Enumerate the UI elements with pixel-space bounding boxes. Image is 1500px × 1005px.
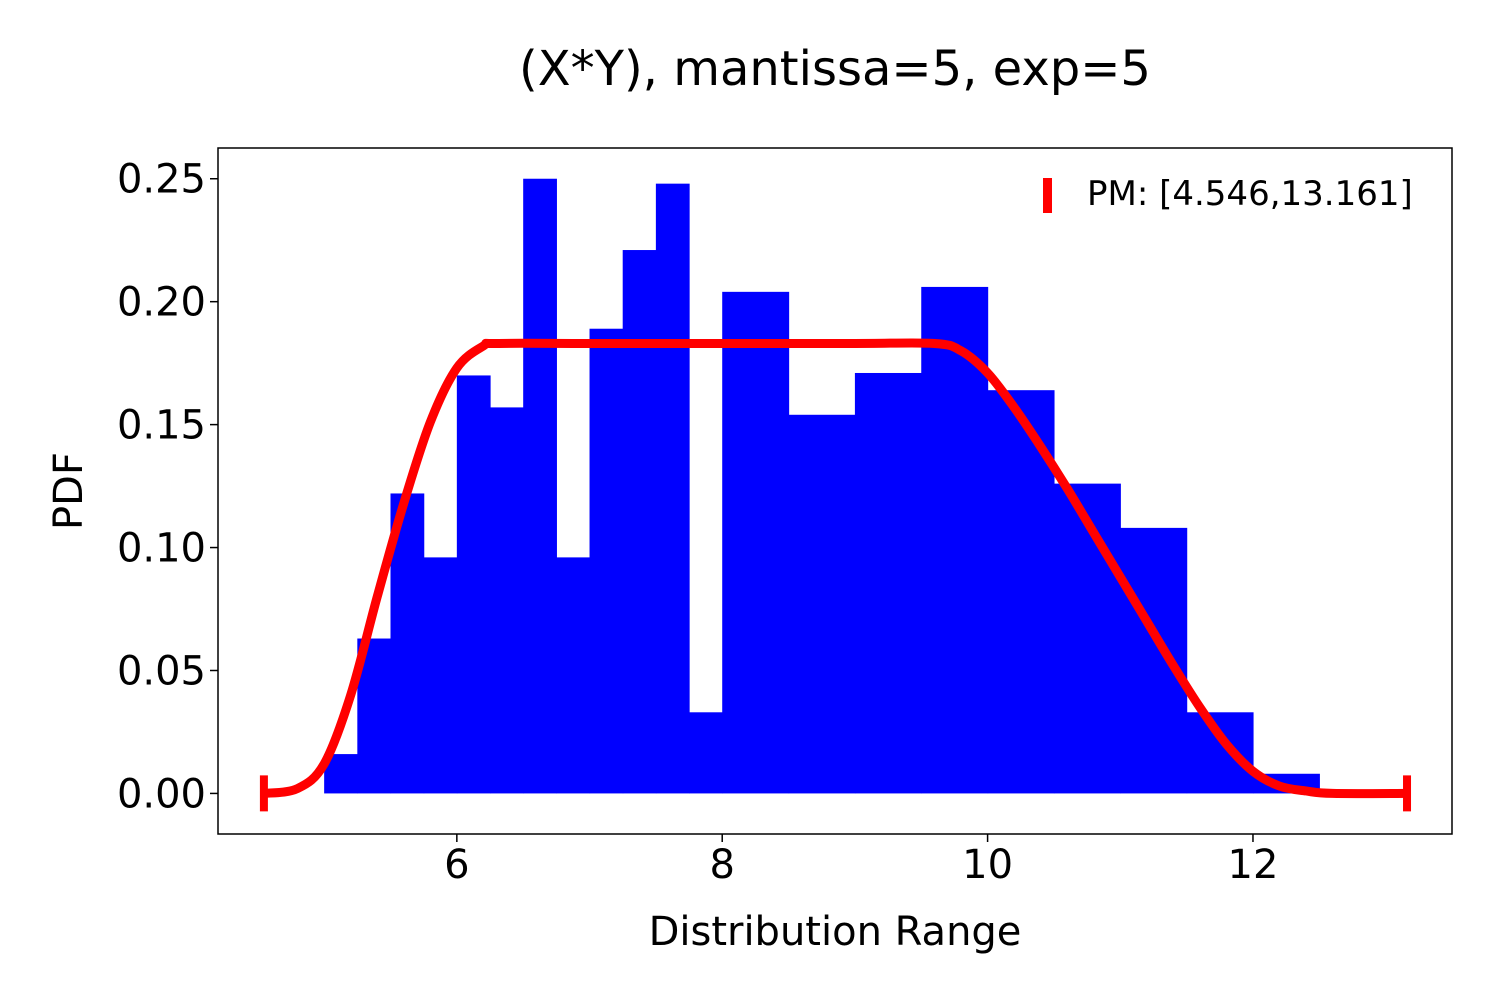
- histogram-bar: [788, 414, 856, 794]
- histogram-bar: [423, 557, 458, 794]
- legend-label: PM: [4.546,13.161]: [1087, 174, 1413, 214]
- y-tick-label: 0.10: [117, 526, 206, 572]
- y-tick-label: 0.20: [117, 280, 206, 326]
- histogram-bar: [1053, 483, 1121, 794]
- x-axis-label: Distribution Range: [649, 909, 1022, 955]
- y-axis-label: PDF: [46, 452, 92, 530]
- histogram-bar: [689, 712, 723, 794]
- histogram-bar: [589, 328, 624, 794]
- pm-curve-line: [263, 338, 1408, 799]
- y-tick-label: 0.05: [117, 648, 206, 694]
- x-tick-label: 12: [1228, 842, 1279, 888]
- chart-title: (X*Y), mantissa=5, exp=5: [519, 41, 1151, 97]
- y-axis-ticks: 0.00 0.05 0.10 0.15 0.20 0.25: [117, 157, 218, 817]
- histogram-bar: [523, 178, 557, 794]
- x-tick-label: 8: [709, 842, 734, 888]
- histogram-bar: [556, 557, 591, 794]
- histogram-bar: [1120, 527, 1188, 794]
- y-tick-label: 0.00: [117, 771, 206, 817]
- histogram-bar: [490, 407, 524, 794]
- x-axis-ticks: 6 8 10 12: [444, 834, 1278, 888]
- histogram-bar: [921, 286, 989, 794]
- histogram-bar: [622, 250, 657, 794]
- histogram-bar: [456, 375, 491, 794]
- legend: PM: [4.546,13.161]: [1043, 174, 1413, 214]
- histogram-bar: [655, 183, 690, 794]
- pm-curve-layer: [259, 338, 1412, 812]
- y-tick-label: 0.25: [117, 157, 206, 203]
- x-tick-label: 6: [444, 842, 469, 888]
- x-tick-label: 10: [962, 842, 1013, 888]
- histogram-bar: [854, 372, 922, 794]
- histogram-bar: [1186, 712, 1254, 794]
- legend-marker-icon: [1043, 178, 1052, 213]
- histogram-bars: [324, 178, 1320, 794]
- histogram-bar: [722, 291, 790, 794]
- y-tick-label: 0.15: [117, 403, 206, 449]
- plot-area-frame: [217, 147, 1453, 835]
